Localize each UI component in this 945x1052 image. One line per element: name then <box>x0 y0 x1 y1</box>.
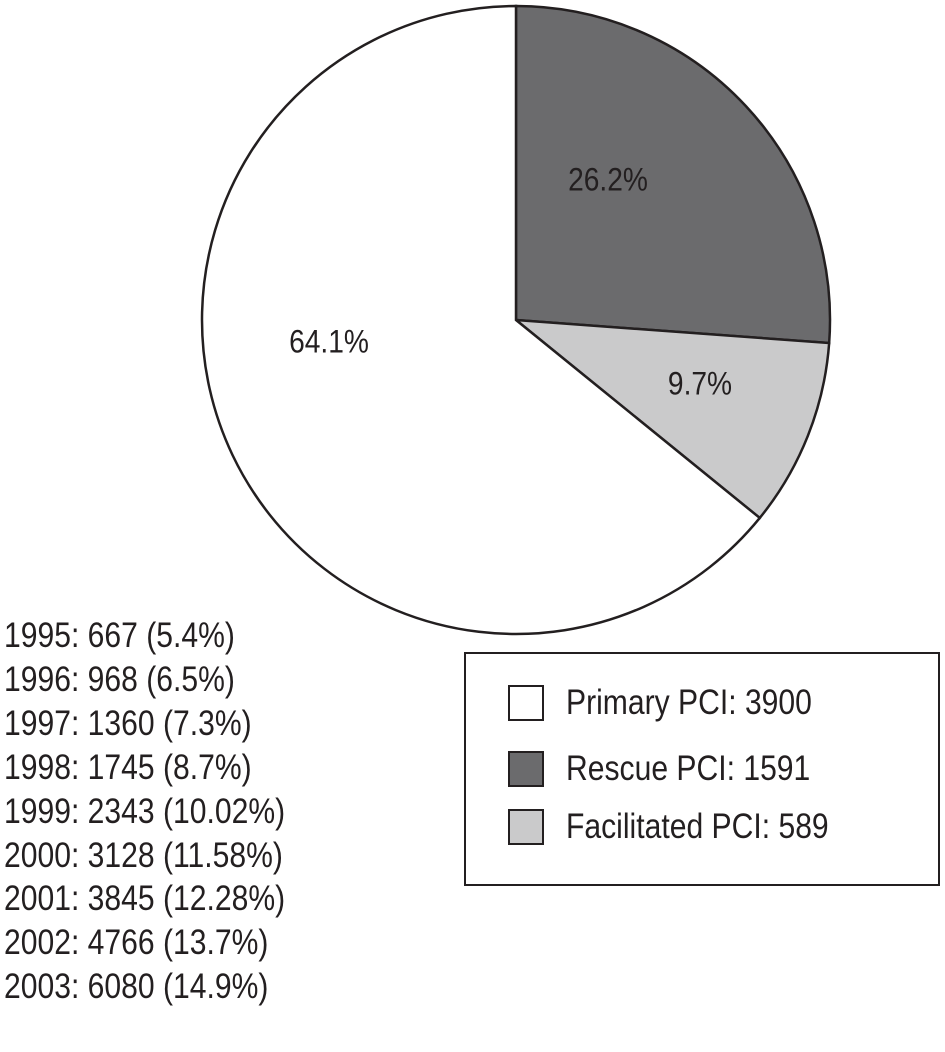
slice-label-rescue-pci: 26.2% <box>568 163 648 198</box>
annotation-2001: 2001: 3845 (12.28%) <box>4 879 286 919</box>
annotation-2002: 2002: 4766 (13.7%) <box>4 923 269 963</box>
legend-item-facilitated: Facilitated PCI: 589 <box>508 807 871 847</box>
annotation-1999: 1999: 2343 (10.02%) <box>4 791 286 831</box>
annotation-2003: 2003: 6080 (14.9%) <box>4 967 269 1007</box>
legend-label-primary: Primary PCI: 3900 <box>566 683 812 722</box>
annotation-1995: 1995: 667 (5.4%) <box>4 616 235 655</box>
legend-item-primary: Primary PCI: 3900 <box>508 683 852 723</box>
slice-label-facilitated-pci: 9.7% <box>668 367 732 402</box>
annotation-1998: 1998: 1745 (8.7%) <box>4 747 252 787</box>
annotation-2000: 2000: 3128 (11.58%) <box>4 835 283 875</box>
slice-label-primary-pci: 64.1% <box>289 325 369 360</box>
legend-item-rescue: Rescue PCI: 1591 <box>508 749 850 789</box>
yearly-annotation-list: 1995: 667 (5.4%) 1996: 968 (6.5%) 1997: … <box>4 614 331 1009</box>
pie-slice-primary-pci <box>200 4 762 636</box>
pie-slice-facilitated-pci <box>512 318 831 520</box>
annotation-1997: 1997: 1360 (7.3%) <box>4 703 252 743</box>
legend-label-rescue: Rescue PCI: 1591 <box>566 749 811 788</box>
annotation-1996: 1996: 968 (6.5%) <box>4 659 235 699</box>
legend-swatch-primary <box>508 685 544 721</box>
legend: Primary PCI: 3900 Rescue PCI: 1591 Facil… <box>464 652 940 886</box>
legend-swatch-rescue <box>508 751 544 787</box>
legend-swatch-facilitated <box>508 809 544 845</box>
legend-label-facilitated: Facilitated PCI: 589 <box>566 807 829 846</box>
pie-chart: 26.2% 9.7% 64.1% <box>200 4 832 636</box>
pie-slice-rescue-pci <box>514 4 832 345</box>
